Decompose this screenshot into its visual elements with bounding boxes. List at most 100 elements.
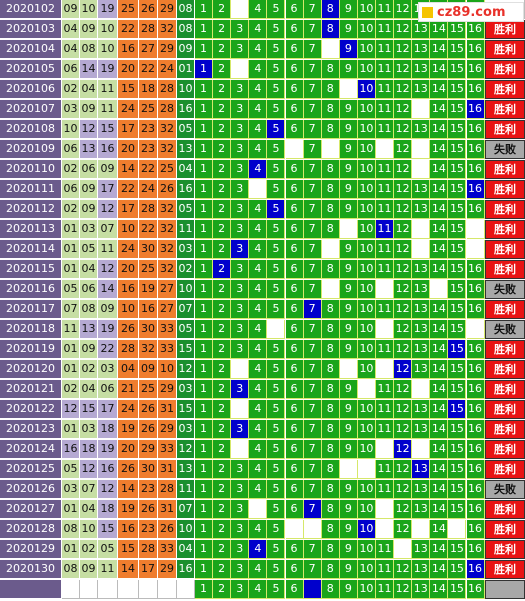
kill-number-cell: 14 [430,80,449,99]
kill-number-cell: 4 [249,340,268,359]
kill-number-cell [321,240,340,259]
kill-number-cell: 3 [231,520,250,539]
kill-number-cell: 6 [285,380,304,399]
kill-number-cell [357,460,376,479]
kill-number-cell: 5 [267,400,286,419]
kill-number-cell: 8 [321,0,340,19]
red-number-cell: 09 [139,360,158,379]
kill-number-cell: 10 [357,220,376,239]
kill-number-cell: 14 [430,580,449,599]
period-cell: 2020118 [0,320,62,339]
table-row: 2020109 06 13 16 20 23 32 13 1 2 3 4 5 7 9 10 12 14 15 16 失败 [0,140,525,159]
red-number-cell: 04 [118,360,139,379]
table-row: 2020124 16 18 19 20 29 33 12 1 2 4 5 6 7 8 9 10 12 14 15 16 胜… [0,440,525,459]
kill-number-cell [231,400,250,419]
kill-number-cell: 7 [303,540,322,559]
period-cell: 2020120 [0,360,62,379]
kill-number-cell: 13 [412,300,431,319]
result-badge: 胜利 [485,40,525,59]
kill-number-cell: 8 [321,400,340,419]
kill-number-cell: 15 [448,460,467,479]
kill-number-cell: 4 [249,260,268,279]
kill-number-cell: 6 [285,540,304,559]
kill-number-cell: 13 [412,280,431,299]
kill-number-cell: 1 [195,200,214,219]
result-badge: 胜利 [485,220,525,239]
red-number-cell: 27 [158,300,177,319]
kill-number-cell: 12 [394,340,413,359]
table-row: 2020112 02 09 12 17 28 32 05 1 2 3 4 5 6 7 8 9 10 11 12 13 14… [0,200,525,219]
red-number-cell: 15 [98,120,118,139]
kill-number-cell: 16 [466,520,485,539]
kill-number-cell: 12 [394,240,413,259]
kill-number-cell: 2 [213,280,232,299]
kill-number-cell: 15 [448,400,467,419]
kill-number-cell: 5 [267,100,286,119]
period-cell: 2020127 [0,500,62,519]
kill-number-cell: 2 [213,320,232,339]
kill-number-cell: 8 [321,120,340,139]
kill-number-cell: 10 [357,180,376,199]
red-number-cell: 32 [158,260,177,279]
kill-number-cell: 5 [267,260,286,279]
kill-number-cell: 15 [448,120,467,139]
kill-number-cell [376,520,395,539]
table-row: 2020115 01 04 12 20 25 32 02 1 2 3 4 5 6 7 8 9 10 11 12 13 14… [0,260,525,279]
red-number-cell: 32 [158,140,177,159]
kill-number-cell: 2 [213,160,232,179]
kill-number-cell [357,380,376,399]
red-number-cell: 12 [80,120,98,139]
kill-number-cell: 16 [466,80,485,99]
period-cell: 2020122 [0,400,62,419]
period-cell: 2020119 [0,340,62,359]
kill-number-cell: 16 [466,100,485,119]
kill-number-cell: 16 [466,500,485,519]
kill-number-cell: 7 [303,320,322,339]
kill-number-cell: 15 [448,360,467,379]
kill-number-cell: 12 [394,580,413,599]
kill-number-cell [412,440,431,459]
kill-number-cell: 7 [303,280,322,299]
red-number-cell: 05 [62,460,80,479]
kill-number-cell: 2 [213,360,232,379]
kill-number-cell: 7 [303,220,322,239]
blue-number-cell: 12 [177,360,195,379]
kill-number-cell: 15 [448,500,467,519]
kill-number-cell: 6 [285,180,304,199]
red-number-cell: 10 [80,520,98,539]
kill-number-cell [267,320,286,339]
kill-number-cell: 8 [321,380,340,399]
kill-number-cell: 5 [267,0,286,19]
red-number-cell: 29 [158,420,177,439]
kill-number-cell: 7 [303,340,322,359]
kill-number-cell: 3 [231,380,250,399]
red-number-cell: 19 [98,60,118,79]
red-number-cell: 23 [139,520,158,539]
red-number-cell: 06 [62,140,80,159]
kill-number-cell: 12 [394,20,413,39]
kill-number-cell: 3 [231,540,250,559]
red-number-cell: 04 [80,500,98,519]
red-number-cell: 16 [98,460,118,479]
kill-number-cell: 2 [213,480,232,499]
kill-number-cell: 1 [195,560,214,579]
kill-number-cell: 4 [249,20,268,39]
kill-number-cell: 6 [285,0,304,19]
blue-number-cell: 08 [177,0,195,19]
kill-number-cell: 4 [249,360,268,379]
kill-number-cell: 6 [285,560,304,579]
red-number-cell: 17 [139,560,158,579]
blue-number-cell: 02 [177,260,195,279]
kill-number-cell: 16 [466,300,485,319]
kill-number-cell: 13 [412,580,431,599]
logo-square-icon [422,6,433,18]
red-number-cell: 22 [118,20,139,39]
red-number-cell: 04 [62,20,80,39]
red-number-cell: 18 [139,80,158,99]
kill-number-cell: 11 [376,460,395,479]
kill-number-cell: 8 [321,460,340,479]
blue-empty-cell [177,580,195,599]
result-badge: 失败 [485,280,525,299]
period-cell: 2020129 [0,540,62,559]
blue-number-cell: 10 [177,80,195,99]
